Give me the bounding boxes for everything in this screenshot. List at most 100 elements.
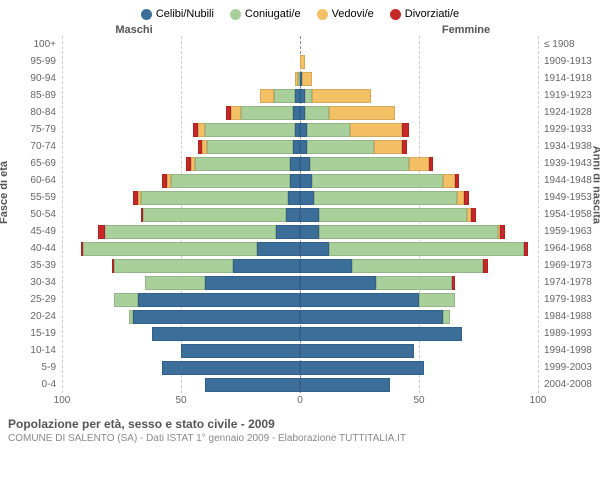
- bar-segment: [286, 208, 300, 222]
- male-bar: [62, 327, 300, 341]
- pyramid-row: [62, 274, 538, 291]
- age-tick: 95-99: [8, 53, 56, 70]
- bar-segment: [205, 123, 295, 137]
- birth-year-tick: 1989-1993: [544, 325, 592, 342]
- bar-segment: [455, 174, 460, 188]
- female-bar: [300, 89, 538, 103]
- legend-item: Divorziati/e: [390, 8, 459, 20]
- birth-year-tick: 1934-1938: [544, 138, 592, 155]
- male-bar: [62, 242, 300, 256]
- bar-segment: [300, 55, 305, 69]
- chart-area: 10050050100: [62, 36, 538, 411]
- age-tick: 45-49: [8, 223, 56, 240]
- age-tick: 50-54: [8, 206, 56, 223]
- bar-segment: [329, 106, 396, 120]
- bar-segment: [293, 106, 300, 120]
- age-tick: 0-4: [8, 376, 56, 393]
- bar-segment: [114, 259, 233, 273]
- bar-segment: [105, 225, 276, 239]
- age-tick: 25-29: [8, 291, 56, 308]
- male-bar: [62, 140, 300, 154]
- age-tick: 40-44: [8, 240, 56, 257]
- female-bar: [300, 140, 538, 154]
- bar-segment: [300, 276, 376, 290]
- bar-segment: [162, 361, 300, 375]
- bar-segment: [231, 106, 241, 120]
- bar-segment: [483, 259, 488, 273]
- birth-year-tick: 1919-1923: [544, 87, 592, 104]
- bar-segment: [409, 157, 428, 171]
- age-tick: 35-39: [8, 257, 56, 274]
- bar-segment: [443, 174, 455, 188]
- bar-segment: [241, 106, 293, 120]
- age-tick: 60-64: [8, 172, 56, 189]
- bar-segment: [374, 140, 403, 154]
- male-bar: [62, 378, 300, 392]
- male-bar: [62, 55, 300, 69]
- age-tick: 70-74: [8, 138, 56, 155]
- bar-segment: [300, 174, 312, 188]
- gender-headers: Maschi Femmine: [8, 24, 592, 36]
- female-bar: [300, 344, 538, 358]
- birth-year-tick: 1929-1933: [544, 121, 592, 138]
- x-tick: 0: [297, 395, 303, 406]
- female-bar: [300, 55, 538, 69]
- female-bar: [300, 276, 538, 290]
- pyramid-row: [62, 70, 538, 87]
- legend-item: Celibi/Nubili: [141, 8, 214, 20]
- male-bar: [62, 293, 300, 307]
- legend-swatch: [390, 9, 401, 20]
- male-bar: [62, 361, 300, 375]
- female-bar: [300, 38, 538, 52]
- bar-segment: [307, 140, 374, 154]
- legend-swatch: [317, 9, 328, 20]
- bar-segment: [290, 174, 300, 188]
- pyramid-row: [62, 325, 538, 342]
- age-tick: 90-94: [8, 70, 56, 87]
- birth-year-tick: 1959-1963: [544, 223, 592, 240]
- bar-segment: [429, 157, 434, 171]
- bar-segment: [143, 208, 286, 222]
- bar-segment: [312, 174, 443, 188]
- bar-segment: [300, 123, 307, 137]
- age-tick: 30-34: [8, 274, 56, 291]
- x-tick: 100: [54, 395, 71, 406]
- male-bar: [62, 344, 300, 358]
- age-tick: 15-19: [8, 325, 56, 342]
- legend-swatch: [141, 9, 152, 20]
- chart-footer: Popolazione per età, sesso e stato civil…: [8, 417, 592, 444]
- bar-segment: [300, 344, 414, 358]
- male-bar: [62, 174, 300, 188]
- legend-item: Vedovi/e: [317, 8, 374, 20]
- bar-segment: [141, 191, 289, 205]
- bar-segment: [293, 140, 300, 154]
- birth-year-tick: 1954-1958: [544, 206, 592, 223]
- bar-segment: [195, 157, 290, 171]
- birth-year-tick: 1979-1983: [544, 291, 592, 308]
- male-bar: [62, 276, 300, 290]
- bar-segment: [305, 106, 329, 120]
- pyramid-row: [62, 138, 538, 155]
- bar-segment: [181, 344, 300, 358]
- female-bar: [300, 259, 538, 273]
- female-bar: [300, 225, 538, 239]
- bar-segment: [300, 242, 329, 256]
- bar-segment: [260, 89, 274, 103]
- bar-segment: [138, 293, 300, 307]
- age-tick: 10-14: [8, 342, 56, 359]
- bar-segment: [133, 310, 300, 324]
- female-bar: [300, 208, 538, 222]
- bar-segment: [471, 208, 476, 222]
- left-axis-label: Fasce di età: [0, 161, 10, 224]
- bar-segment: [310, 157, 410, 171]
- bar-segment: [114, 293, 138, 307]
- pyramid-row: [62, 308, 538, 325]
- x-tick: 50: [175, 395, 186, 406]
- birth-year-axis: ≤ 19081909-19131914-19181919-19231924-19…: [538, 36, 592, 411]
- birth-year-tick: 1964-1968: [544, 240, 592, 257]
- male-bar: [62, 123, 300, 137]
- female-bar: [300, 157, 538, 171]
- birth-year-tick: 1969-1973: [544, 257, 592, 274]
- birth-year-tick: 1909-1913: [544, 53, 592, 70]
- bar-segment: [300, 259, 352, 273]
